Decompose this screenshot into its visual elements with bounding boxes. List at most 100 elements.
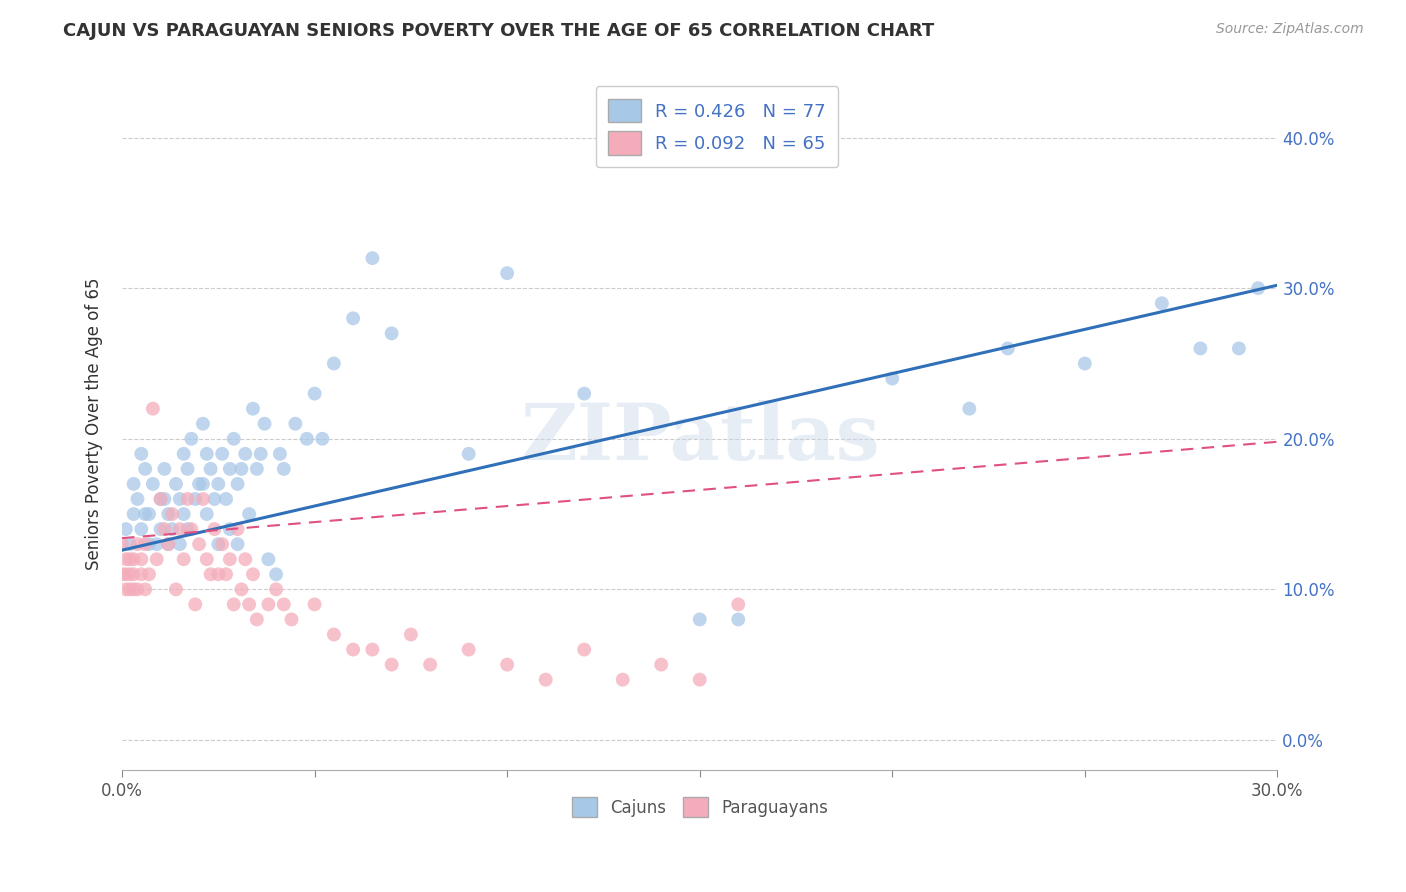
Point: [153, 491, 176, 506]
Point: [204, 491, 226, 506]
Point: [138, 537, 160, 551]
Point: [1074, 357, 1097, 371]
Point: [160, 522, 183, 536]
Point: [122, 507, 145, 521]
Point: [457, 447, 479, 461]
Point: [118, 582, 141, 597]
Point: [233, 552, 256, 566]
Point: [122, 477, 145, 491]
Point: [138, 567, 160, 582]
Point: [311, 432, 333, 446]
Point: [149, 491, 172, 506]
Legend: Cajuns, Paraguayans: Cajuns, Paraguayans: [565, 790, 835, 824]
Y-axis label: Seniors Poverty Over the Age of 65: Seniors Poverty Over the Age of 65: [86, 277, 103, 570]
Point: [127, 537, 149, 551]
Point: [176, 491, 198, 506]
Point: [131, 552, 153, 566]
Point: [496, 657, 519, 672]
Point: [226, 537, 249, 551]
Point: [131, 522, 153, 536]
Point: [118, 552, 141, 566]
Point: [134, 507, 156, 521]
Point: [195, 447, 218, 461]
Point: [157, 537, 180, 551]
Point: [211, 537, 233, 551]
Point: [207, 537, 229, 551]
Point: [231, 582, 253, 597]
Point: [257, 552, 280, 566]
Point: [1227, 342, 1250, 356]
Point: [145, 552, 167, 566]
Point: [115, 552, 138, 566]
Point: [226, 477, 249, 491]
Point: [176, 462, 198, 476]
Point: [180, 522, 202, 536]
Point: [1150, 296, 1173, 310]
Point: [219, 552, 242, 566]
Point: [111, 567, 134, 582]
Text: ZIPatlas: ZIPatlas: [520, 400, 880, 475]
Point: [153, 462, 176, 476]
Point: [572, 642, 595, 657]
Point: [419, 657, 441, 672]
Point: [180, 432, 202, 446]
Point: [457, 642, 479, 657]
Point: [131, 447, 153, 461]
Point: [191, 491, 214, 506]
Point: [222, 598, 245, 612]
Point: [153, 522, 176, 536]
Point: [173, 552, 195, 566]
Point: [689, 612, 711, 626]
Point: [381, 657, 404, 672]
Point: [253, 417, 276, 431]
Point: [142, 401, 165, 416]
Point: [689, 673, 711, 687]
Point: [184, 598, 207, 612]
Point: [238, 598, 260, 612]
Point: [122, 567, 145, 582]
Point: [226, 522, 249, 536]
Point: [134, 462, 156, 476]
Point: [264, 582, 287, 597]
Point: [233, 447, 256, 461]
Point: [191, 417, 214, 431]
Point: [211, 447, 233, 461]
Point: [215, 567, 238, 582]
Point: [727, 612, 749, 626]
Point: [304, 598, 326, 612]
Point: [322, 357, 344, 371]
Point: [280, 612, 302, 626]
Point: [149, 491, 172, 506]
Point: [165, 477, 187, 491]
Point: [215, 491, 238, 506]
Point: [242, 401, 264, 416]
Text: CAJUN VS PARAGUAYAN SENIORS POVERTY OVER THE AGE OF 65 CORRELATION CHART: CAJUN VS PARAGUAYAN SENIORS POVERTY OVER…: [63, 22, 935, 40]
Point: [169, 537, 191, 551]
Point: [273, 598, 295, 612]
Point: [134, 582, 156, 597]
Point: [195, 552, 218, 566]
Point: [184, 491, 207, 506]
Point: [145, 537, 167, 551]
Point: [727, 598, 749, 612]
Point: [219, 462, 242, 476]
Point: [204, 522, 226, 536]
Point: [1189, 342, 1212, 356]
Point: [534, 673, 557, 687]
Point: [399, 627, 422, 641]
Point: [195, 507, 218, 521]
Point: [342, 642, 364, 657]
Point: [138, 507, 160, 521]
Point: [115, 582, 138, 597]
Point: [142, 477, 165, 491]
Point: [264, 567, 287, 582]
Point: [169, 491, 191, 506]
Point: [246, 612, 269, 626]
Point: [273, 462, 295, 476]
Point: [118, 537, 141, 551]
Point: [572, 386, 595, 401]
Point: [238, 507, 260, 521]
Point: [284, 417, 307, 431]
Text: Source: ZipAtlas.com: Source: ZipAtlas.com: [1216, 22, 1364, 37]
Point: [200, 462, 222, 476]
